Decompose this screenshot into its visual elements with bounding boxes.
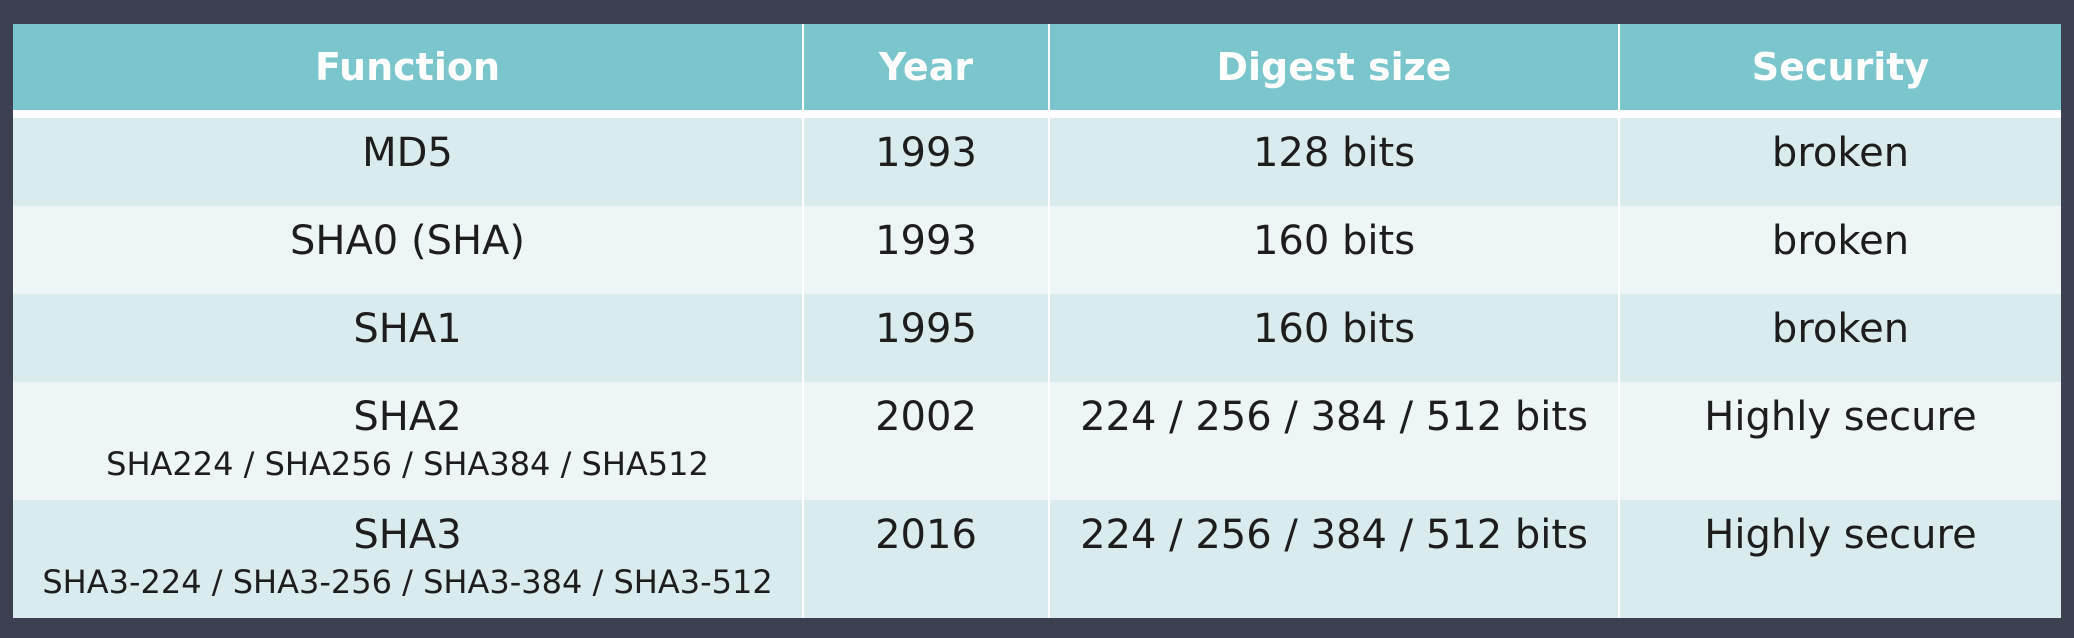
table-row-sha1: SHA1 1995 160 bits broken [13, 294, 2061, 382]
header-security: Security [1618, 24, 2061, 118]
cell-security: Highly secure [1618, 500, 2061, 618]
function-name: SHA0 (SHA) [289, 218, 526, 264]
hash-functions-table-container: Function Year Digest size Security MD5 1… [13, 24, 2061, 618]
table-row-md5: MD5 1993 128 bits broken [13, 114, 2061, 206]
cell-function: SHA1 [13, 294, 803, 382]
function-name: SHA1 [353, 306, 462, 352]
table-header-row: Function Year Digest size Security [13, 24, 2061, 118]
cell-security: broken [1618, 294, 2061, 382]
table-row-sha2: SHA2 SHA224 / SHA256 / SHA384 / SHA512 2… [13, 382, 2061, 500]
cell-function: SHA3 SHA3-224 / SHA3-256 / SHA3-384 / SH… [13, 500, 803, 618]
cell-digest-size: 160 bits [1048, 206, 1619, 294]
cell-year: 2016 [802, 500, 1049, 618]
function-name: SHA2 [353, 394, 462, 440]
table-row-sha3: SHA3 SHA3-224 / SHA3-256 / SHA3-384 / SH… [13, 500, 2061, 618]
cell-function: SHA0 (SHA) [13, 206, 803, 294]
cell-function: MD5 [13, 114, 803, 206]
cell-security: broken [1618, 114, 2061, 206]
function-variants: SHA224 / SHA256 / SHA384 / SHA512 [106, 445, 709, 483]
function-name: SHA3 [353, 512, 462, 558]
cell-security: Highly secure [1618, 382, 2061, 500]
cell-digest-size: 224 / 256 / 384 / 512 bits [1048, 500, 1619, 618]
function-variants: SHA3-224 / SHA3-256 / SHA3-384 / SHA3-51… [42, 563, 773, 601]
cell-year: 1995 [802, 294, 1049, 382]
header-digest-size: Digest size [1048, 24, 1619, 118]
header-function: Function [13, 24, 803, 118]
cell-digest-size: 224 / 256 / 384 / 512 bits [1048, 382, 1619, 500]
header-year: Year [802, 24, 1049, 118]
cell-function: SHA2 SHA224 / SHA256 / SHA384 / SHA512 [13, 382, 803, 500]
cell-digest-size: 128 bits [1048, 114, 1619, 206]
hash-functions-table: Function Year Digest size Security MD5 1… [13, 24, 2061, 618]
cell-year: 1993 [802, 206, 1049, 294]
table-row-sha0: SHA0 (SHA) 1993 160 bits broken [13, 206, 2061, 294]
cell-year: 1993 [802, 114, 1049, 206]
function-name: MD5 [362, 130, 453, 176]
cell-digest-size: 160 bits [1048, 294, 1619, 382]
cell-year: 2002 [802, 382, 1049, 500]
cell-security: broken [1618, 206, 2061, 294]
